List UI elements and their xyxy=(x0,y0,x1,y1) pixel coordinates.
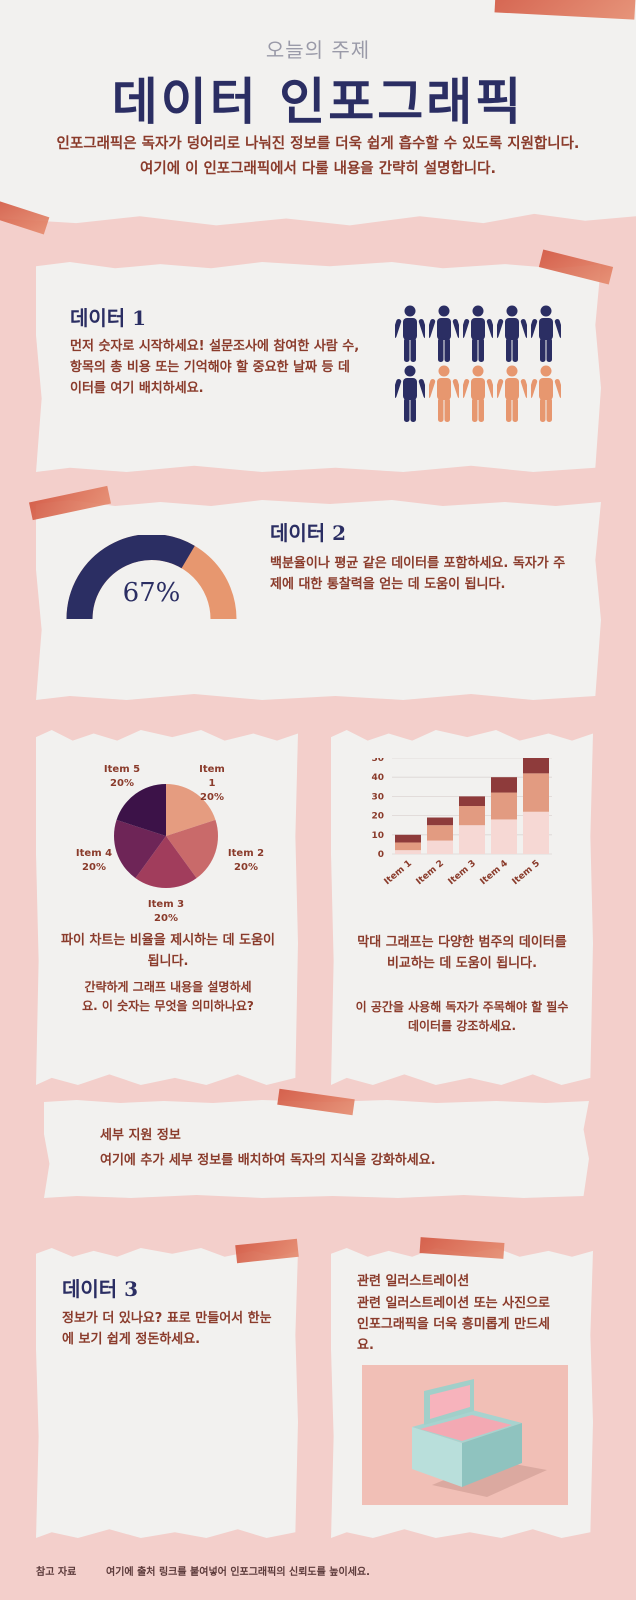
bar-segment-3 xyxy=(395,834,421,843)
person-icon xyxy=(497,305,527,362)
y-tick-label: 40 xyxy=(371,773,384,783)
pie-label-item1: Item 1 20% xyxy=(199,764,225,803)
y-tick-label: 50 xyxy=(371,758,384,764)
bar-segment-1 xyxy=(459,825,485,854)
bar-segment-2 xyxy=(491,792,517,820)
y-tick-label: 0 xyxy=(378,850,384,860)
gauge-value: 67% xyxy=(122,578,181,608)
x-tick-label: Item 4 xyxy=(479,859,510,888)
page-kicker: 오늘의 주제 xyxy=(265,38,371,62)
pie-label-item2: Item 2 20% xyxy=(227,848,265,873)
pie-slice-3 xyxy=(135,836,197,888)
y-tick-label: 10 xyxy=(371,831,384,841)
bar-caption-sub: 이 공간을 사용해 독자가 주목해야 할 필수 데이터를 강조하세요. xyxy=(355,1000,569,1033)
pie-caption-sub: 간략하게 그래프 내용을 설명하세요. 이 숫자는 무엇을 의미하나요? xyxy=(82,980,254,1013)
person-icon xyxy=(531,365,561,422)
x-tick-label: Item 1 xyxy=(383,859,414,888)
bar-segment-2 xyxy=(427,825,453,841)
data3-text: 정보가 더 있나요? 표로 만들어서 한눈에 보기 쉽게 정돈하세요. xyxy=(62,1311,272,1347)
person-icon xyxy=(429,305,459,362)
person-icon xyxy=(463,365,493,422)
bar-card xyxy=(331,730,593,1085)
person-icon xyxy=(463,305,493,362)
bar-segment-3 xyxy=(459,796,485,806)
person-icon xyxy=(395,365,425,422)
bar-segment-1 xyxy=(523,811,549,854)
footer-text: 여기에 출처 링크를 붙여넣어 인포그래픽의 신뢰도를 높이세요. xyxy=(106,1567,370,1578)
y-tick-label: 20 xyxy=(371,812,384,822)
bar-segment-2 xyxy=(459,806,485,826)
details-card xyxy=(44,1100,589,1198)
bar-segment-1 xyxy=(427,840,453,854)
data1-card xyxy=(36,262,601,472)
pie-slice-1 xyxy=(166,784,216,836)
person-icon xyxy=(497,365,527,422)
gauge-chart xyxy=(66,535,237,620)
person-icon xyxy=(429,365,459,422)
data2-card xyxy=(36,500,601,700)
bar-segment-3 xyxy=(523,758,549,774)
data1-title: 데이터 1 xyxy=(70,306,147,330)
header-band xyxy=(0,0,636,226)
pie-slice-2 xyxy=(166,819,218,879)
pie-label-item3: Item 3 20% xyxy=(147,899,185,924)
illustration-title: 관련 일러스트레이션 xyxy=(357,1274,470,1289)
bar-segment-1 xyxy=(395,850,421,854)
y-tick-label: 30 xyxy=(371,792,384,802)
details-title: 세부 지원 정보 xyxy=(100,1128,181,1143)
pie-label-item5: Item 5 20% xyxy=(103,764,141,789)
illustration-text: 관련 일러스트레이션 또는 사진으로 인포그래픽을 더욱 흥미롭게 만드세요. xyxy=(357,1296,550,1353)
person-icon xyxy=(531,305,561,362)
details-text: 여기에 추가 세부 정보를 배치하여 독자의 지식을 강화하세요. xyxy=(100,1153,436,1168)
intro-text: 인포그래픽은 독자가 덩어리로 나눠진 정보를 더욱 쉽게 흡수할 수 있도록 … xyxy=(56,136,580,177)
bar-segment-2 xyxy=(395,842,421,851)
bar-segment-3 xyxy=(427,817,453,826)
pie-slice-4 xyxy=(114,819,166,879)
x-tick-label: Item 2 xyxy=(415,859,446,888)
gauge-fill xyxy=(66,535,195,620)
pie-label-item4: Item 4 20% xyxy=(75,848,113,873)
x-tick-label: Item 5 xyxy=(511,859,542,888)
bar-segment-2 xyxy=(523,773,549,812)
pie-caption-main: 파이 차트는 비율을 제시하는 데 도움이 됩니다. xyxy=(61,933,275,969)
pie-chart xyxy=(114,784,218,888)
data3-title: 데이터 3 xyxy=(62,1277,139,1301)
person-icon xyxy=(395,305,425,362)
bar-caption-main: 막대 그래프는 다양한 범주의 데이터를 비교하는 데 도움이 됩니다. xyxy=(357,935,567,971)
data2-title: 데이터 2 xyxy=(270,521,347,545)
bar-segment-3 xyxy=(491,777,517,793)
data1-text: 먼저 숫자로 시작하세요! 설문조사에 참여한 사람 수, 항목의 총 비용 또… xyxy=(70,339,360,396)
bar-segment-1 xyxy=(491,819,517,854)
people-pictogram xyxy=(395,305,565,423)
data3-card xyxy=(36,1248,298,1538)
pie-slice-5 xyxy=(116,784,166,836)
box-illustration xyxy=(362,1365,568,1505)
bar-chart: 0 10 20 30 40 50 Item 1 Item 2 Item 3 Item 4 Item … xyxy=(371,758,552,888)
page-title: 데이터 인포그래픽 xyxy=(111,72,525,131)
data2-text: 백분율이나 평균 같은 데이터를 포함하세요. 독자가 주제에 대한 통찰력을 … xyxy=(270,556,566,592)
x-tick-label: Item 3 xyxy=(447,859,478,888)
footer-label: 참고 자료 xyxy=(36,1567,77,1578)
